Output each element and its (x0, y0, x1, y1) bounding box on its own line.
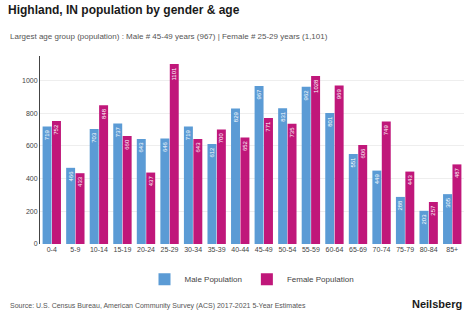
svg-text:466: 466 (68, 171, 74, 182)
svg-text:600: 600 (26, 142, 38, 149)
svg-text:700: 700 (218, 133, 224, 144)
svg-text:75-79: 75-79 (396, 246, 414, 253)
svg-text:85+: 85+ (446, 246, 458, 253)
svg-text:305: 305 (445, 197, 451, 208)
svg-text:719: 719 (44, 129, 50, 140)
svg-text:771: 771 (265, 121, 271, 132)
svg-text:643: 643 (138, 142, 144, 153)
svg-text:606: 606 (360, 148, 366, 159)
svg-text:45-49: 45-49 (255, 246, 273, 253)
svg-text:80-84: 80-84 (420, 246, 438, 253)
svg-text:Source: U.S. Census Bureau, Am: Source: U.S. Census Bureau, American Com… (10, 302, 306, 310)
svg-text:257: 257 (430, 205, 436, 216)
svg-text:969: 969 (336, 89, 342, 100)
svg-text:831: 831 (280, 111, 286, 122)
svg-text:55-59: 55-59 (302, 246, 320, 253)
svg-text:50-54: 50-54 (278, 246, 296, 253)
svg-text:1028: 1028 (313, 79, 319, 93)
svg-text:612: 612 (209, 147, 215, 158)
svg-text:40-44: 40-44 (231, 246, 249, 253)
svg-text:737: 737 (115, 127, 121, 138)
svg-text:15-19: 15-19 (113, 246, 131, 253)
svg-text:60-64: 60-64 (325, 246, 343, 253)
svg-text:449: 449 (374, 174, 380, 185)
svg-text:1000: 1000 (22, 77, 38, 84)
svg-text:752: 752 (53, 124, 59, 135)
svg-text:643: 643 (195, 142, 201, 153)
svg-text:30-34: 30-34 (184, 246, 202, 253)
svg-text:433: 433 (77, 176, 83, 187)
svg-text:0: 0 (34, 240, 38, 247)
svg-text:800: 800 (26, 110, 38, 117)
svg-text:749: 749 (383, 125, 389, 136)
svg-text:Female Population: Female Population (287, 275, 354, 284)
svg-text:551: 551 (350, 157, 356, 168)
svg-text:20-24: 20-24 (137, 246, 155, 253)
svg-text:652: 652 (242, 140, 248, 151)
svg-text:848: 848 (101, 108, 107, 119)
svg-text:437: 437 (148, 176, 154, 187)
svg-text:400: 400 (26, 175, 38, 182)
svg-text:735: 735 (289, 127, 295, 138)
svg-text:288: 288 (397, 200, 403, 211)
svg-text:25-29: 25-29 (161, 246, 179, 253)
svg-text:203: 203 (421, 214, 427, 225)
svg-text:660: 660 (124, 139, 130, 150)
svg-text:35-39: 35-39 (208, 246, 226, 253)
svg-text:Male Population: Male Population (185, 275, 242, 284)
svg-text:65-69: 65-69 (349, 246, 367, 253)
svg-text:967: 967 (256, 89, 262, 100)
svg-text:0-4: 0-4 (47, 246, 57, 253)
svg-text:646: 646 (162, 141, 168, 152)
svg-text:703: 703 (91, 132, 97, 143)
svg-text:962: 962 (303, 90, 309, 101)
svg-text:200: 200 (26, 208, 38, 215)
svg-text:5-9: 5-9 (70, 246, 80, 253)
svg-text:1101: 1101 (171, 67, 177, 81)
svg-text:10-14: 10-14 (90, 246, 108, 253)
svg-text:70-74: 70-74 (373, 246, 391, 253)
svg-text:Neilsberg: Neilsberg (412, 298, 462, 310)
svg-text:487: 487 (454, 167, 460, 178)
svg-text:719: 719 (185, 129, 191, 140)
svg-text:Largest age group (population): Largest age group (population) : Male # … (10, 32, 328, 41)
svg-text:443: 443 (407, 175, 413, 186)
svg-text:829: 829 (233, 111, 239, 122)
svg-text:801: 801 (327, 116, 333, 127)
svg-text:Highland, IN population by gen: Highland, IN population by gender & age (8, 3, 240, 17)
